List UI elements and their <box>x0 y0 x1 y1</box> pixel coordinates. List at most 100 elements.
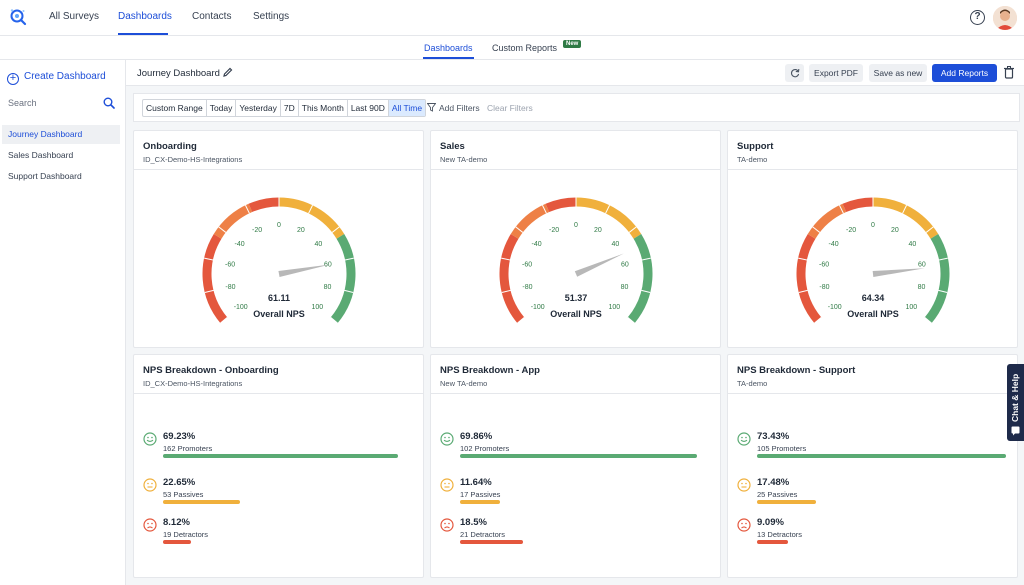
gauge-tick-mark <box>839 205 844 214</box>
nav-contacts[interactable]: Contacts <box>192 11 232 22</box>
refresh-button[interactable] <box>785 64 804 82</box>
search-icon[interactable] <box>103 97 115 109</box>
gauge-tick-mark <box>515 226 524 233</box>
breakdown-row: 9.09% 13 Detractors <box>737 517 1009 554</box>
card-divider <box>728 169 1017 170</box>
breakdown-percent: 69.23% <box>163 431 196 442</box>
sidebar-item-support-dashboard[interactable]: Support Dashboard <box>8 171 82 181</box>
gauge-tick-mark <box>924 317 932 324</box>
breakdown-row: 8.12% 19 Detractors <box>143 517 415 554</box>
gauge-tick-mark <box>812 226 821 233</box>
add-reports-button[interactable]: Add Reports <box>932 64 997 82</box>
gauge-card-onboarding: Onboarding ID_CX-Demo-HS-Integrations -1… <box>133 130 424 348</box>
range-this-month[interactable]: This Month <box>299 100 348 116</box>
gauge-tick-label: 20 <box>891 227 899 234</box>
card-subtitle: ID_CX-Demo-HS-Integrations <box>143 155 243 164</box>
gauge-tick-mark <box>330 317 338 324</box>
sidebar-search-input[interactable]: Search <box>8 98 37 108</box>
gauge-arc-segment <box>213 203 253 239</box>
range-yesterday[interactable]: Yesterday <box>236 100 281 116</box>
gauge-tick-mark <box>925 226 934 233</box>
neutral-face-icon <box>737 478 751 492</box>
gauge-tick-mark <box>938 257 948 261</box>
sidebar-item-journey-dashboard[interactable]: Journey Dashboard <box>2 125 120 144</box>
gauge-tick-label: -60 <box>819 262 829 269</box>
gauge-tick-label: 80 <box>918 284 926 291</box>
breakdown-count-label: 21 Detractors <box>460 530 506 539</box>
breakdown-bar <box>757 454 1006 458</box>
gauge-label: Overall NPS <box>253 309 305 319</box>
gauge-tick-label: -80 <box>819 284 829 291</box>
add-filters-button[interactable]: Add Filters <box>439 103 480 113</box>
card-title: Support <box>737 141 774 152</box>
breakdown-count-label: 19 Detractors <box>163 530 209 539</box>
breakdown-count-label: 25 Passives <box>757 490 798 499</box>
breakdown-row: 11.64% 17 Passives <box>440 477 712 514</box>
nav-dashboards[interactable]: Dashboards <box>118 11 172 22</box>
card-subtitle: ID_CX-Demo-HS-Integrations <box>143 379 243 388</box>
chat-help-button[interactable]: Chat & Help <box>1007 364 1024 441</box>
breakdown-count-label: 17 Passives <box>460 490 501 499</box>
breakdown-bar <box>163 454 398 458</box>
create-dashboard-button[interactable]: + Create Dashboard <box>7 71 106 85</box>
active-tab-indicator <box>423 57 474 59</box>
gauge-tick-mark <box>641 289 651 293</box>
gauge-card-support: Support TA-demo -100 -80 -60 -40 -20 0 20 40 60 8… <box>727 130 1018 348</box>
gauge-tick-label: -20 <box>846 227 856 234</box>
angry-face-icon <box>737 518 751 532</box>
sidebar: + Create Dashboard Search Journey Dashboa… <box>0 60 126 585</box>
gauge-tick-label: 80 <box>324 284 332 291</box>
gauge-needle <box>574 253 624 277</box>
sidebar-item-sales-dashboard[interactable]: Sales Dashboard <box>8 150 74 160</box>
app-logo-icon[interactable] <box>9 8 27 26</box>
gauge-tick-mark <box>245 205 250 214</box>
range-custom-range[interactable]: Custom Range <box>143 100 207 116</box>
smile-face-icon <box>737 432 751 446</box>
clear-filters-button[interactable]: Clear Filters <box>487 103 533 113</box>
card-title: Onboarding <box>143 141 197 152</box>
range-all-time[interactable]: All Time <box>388 100 426 116</box>
card-divider <box>431 169 720 170</box>
gauge-tick-mark <box>204 257 214 261</box>
save-as-new-button[interactable]: Save as new <box>869 64 927 82</box>
export-pdf-button[interactable]: Export PDF <box>809 64 863 82</box>
gauge-tick-label: -20 <box>252 227 262 234</box>
breakdown-row: 69.86% 102 Promoters <box>440 431 712 468</box>
gauge-tick-label: -80 <box>225 284 235 291</box>
nav-settings[interactable]: Settings <box>253 11 290 22</box>
nav-all-surveys[interactable]: All Surveys <box>49 11 100 22</box>
gauge-arc-segment <box>807 203 847 239</box>
breakdown-count-label: 13 Detractors <box>757 530 803 539</box>
gauge-arc-segment <box>499 234 525 324</box>
breakdown-bar <box>460 500 500 504</box>
gauge-tick-label: 40 <box>612 241 620 248</box>
pencil-icon[interactable] <box>223 67 233 77</box>
range-today[interactable]: Today <box>207 100 237 116</box>
help-icon[interactable]: ? <box>970 10 985 25</box>
trash-icon[interactable] <box>1004 66 1014 79</box>
card-title: NPS Breakdown - App <box>440 365 540 376</box>
gauge-arc-segment <box>510 203 550 239</box>
filter-icon[interactable] <box>427 103 436 112</box>
gauge-tick-label: -60 <box>522 262 532 269</box>
gauge-tick-label: 20 <box>594 227 602 234</box>
gauge-arc-segment <box>627 234 653 324</box>
avatar[interactable] <box>993 6 1017 30</box>
nps-gauge: -100 -80 -60 -40 -20 0 20 40 60 80 100 61.11 Overall… <box>202 197 356 324</box>
gauge-tick-mark <box>641 257 651 261</box>
tab-dashboards[interactable]: Dashboards <box>424 43 473 53</box>
chat-icon <box>1011 426 1020 436</box>
range-7d[interactable]: 7D <box>281 100 299 116</box>
gauge-tick-label: -40 <box>532 241 542 248</box>
neutral-face-icon <box>440 478 454 492</box>
breakdown-percent: 11.64% <box>460 477 492 488</box>
range-last-90d[interactable]: Last 90D <box>348 100 389 116</box>
gauge-arc-segment <box>202 234 228 324</box>
tab-custom-reports[interactable]: Custom Reports <box>492 43 558 53</box>
gauge-tick-label: 100 <box>905 304 917 311</box>
smile-face-icon <box>440 432 454 446</box>
gauge-tick-label: -40 <box>829 241 839 248</box>
nps-gauge: -100 -80 -60 -40 -20 0 20 40 60 80 100 64.34 Overall… <box>796 197 950 324</box>
gauge-tick-label: 60 <box>918 262 926 269</box>
breakdown-row: 18.5% 21 Detractors <box>440 517 712 554</box>
